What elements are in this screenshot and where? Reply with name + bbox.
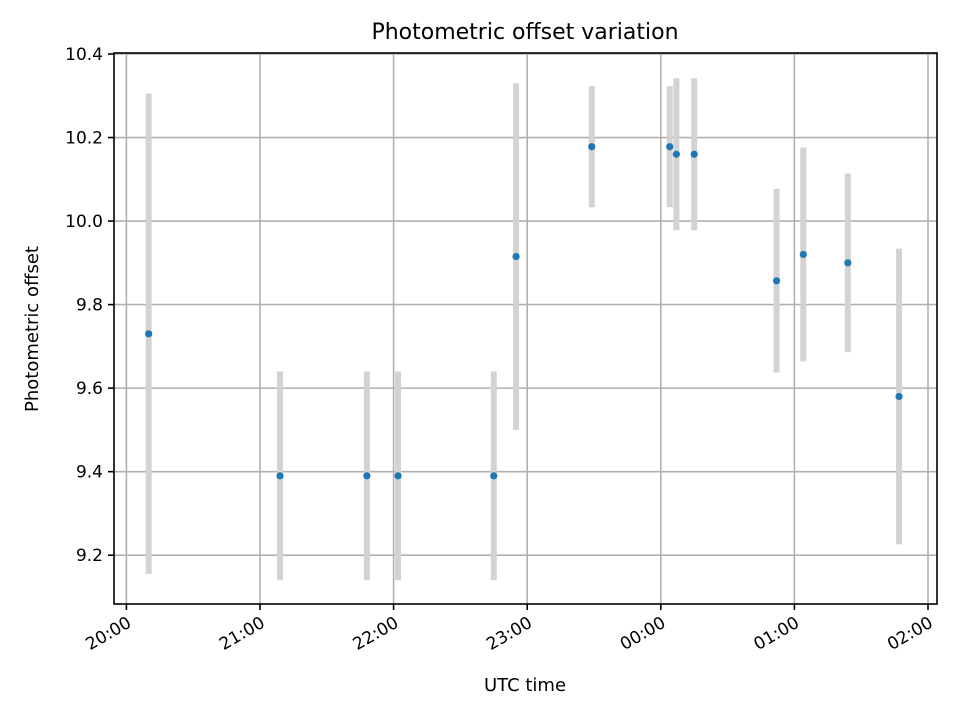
plot-frame bbox=[113, 52, 938, 605]
data-point bbox=[844, 259, 852, 267]
data-point bbox=[363, 472, 371, 480]
data-point bbox=[512, 252, 520, 261]
data-point bbox=[690, 150, 698, 158]
y-axis-label: Photometric offset bbox=[22, 246, 43, 412]
data-point bbox=[588, 143, 596, 151]
y-tick-label: 10.0 bbox=[65, 212, 103, 232]
data-point bbox=[490, 472, 498, 480]
data-point bbox=[772, 277, 781, 285]
data-point bbox=[666, 143, 674, 151]
data-point bbox=[672, 150, 680, 158]
data-point bbox=[276, 472, 284, 480]
grid-layer bbox=[114, 53, 937, 604]
y-tick-label: 9.8 bbox=[76, 296, 103, 316]
data-point bbox=[394, 472, 402, 480]
x-axis-label: UTC time bbox=[484, 675, 566, 696]
data-point bbox=[799, 250, 807, 259]
chart-title: Photometric offset variation bbox=[371, 20, 678, 45]
y-tick-label: 9.4 bbox=[76, 463, 103, 483]
point-layer bbox=[145, 143, 903, 480]
y-tick-label: 9.2 bbox=[76, 546, 103, 566]
y-tick-label: 10.2 bbox=[65, 129, 103, 149]
data-point bbox=[145, 330, 153, 338]
y-tick-label: 10.4 bbox=[65, 45, 103, 65]
data-point bbox=[895, 392, 903, 401]
y-tick-label: 9.6 bbox=[76, 379, 103, 399]
